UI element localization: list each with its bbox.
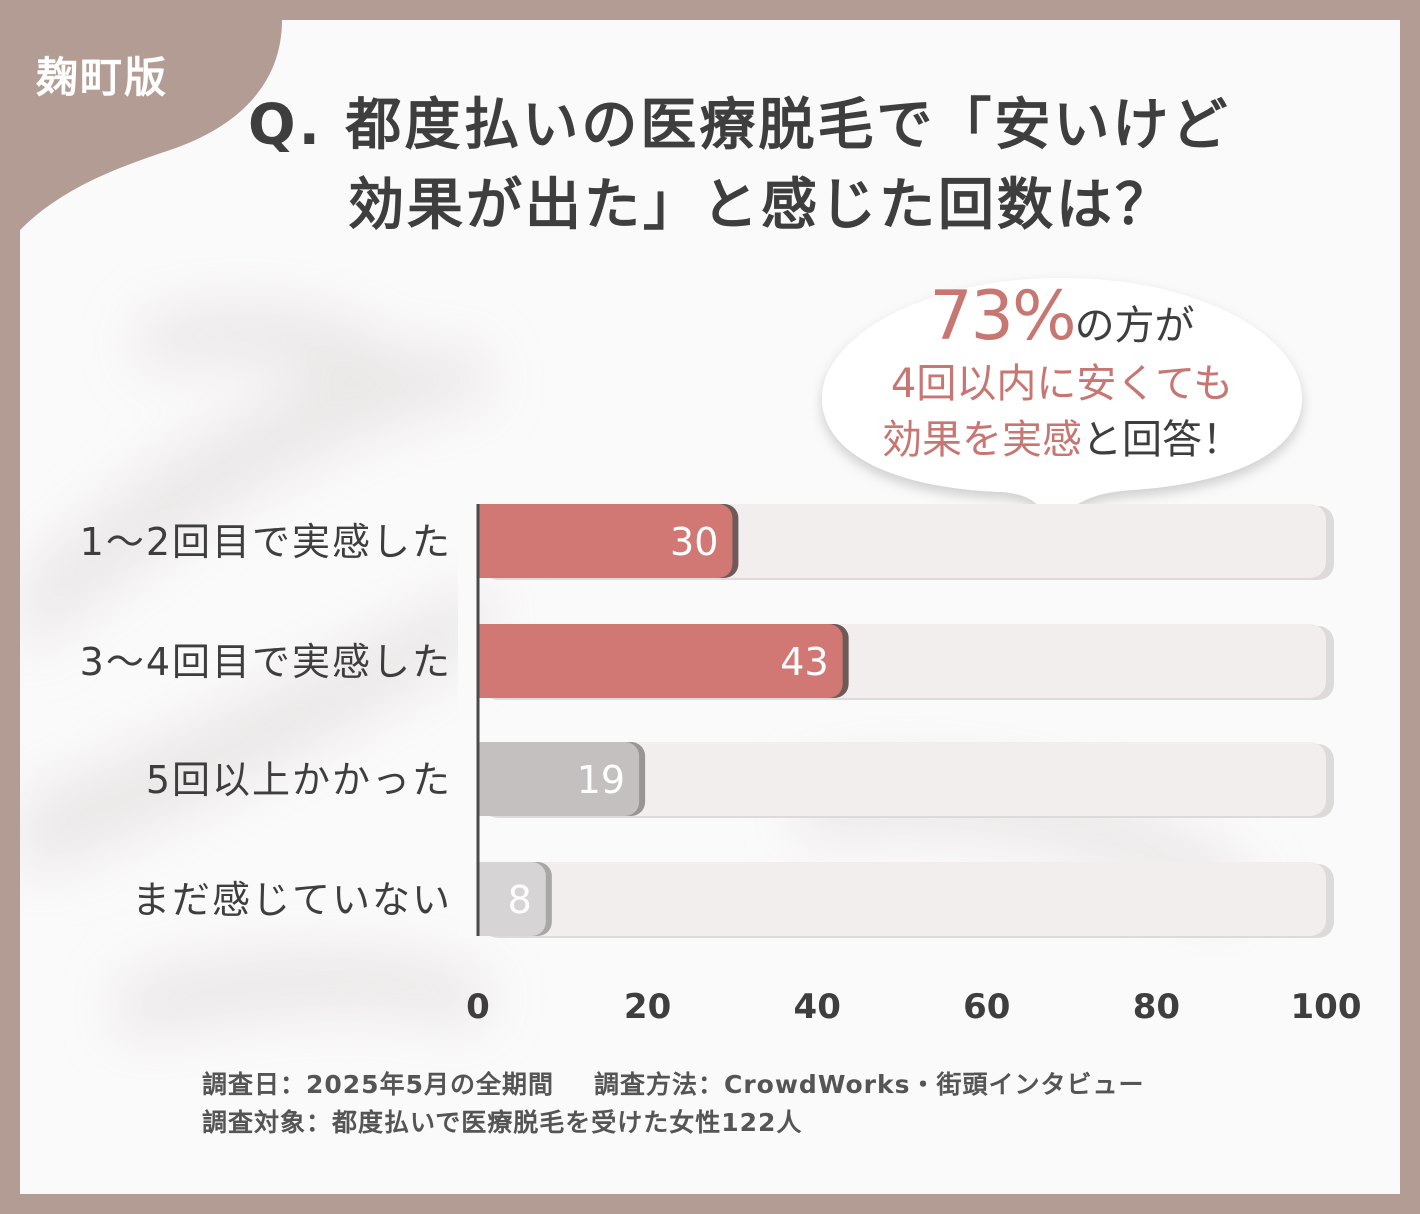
survey-footer: 調査日：2025年5月の全期間 調査方法：CrowdWorks・街頭インタビュー … [202, 1066, 1352, 1142]
x-tick-label: 20 [624, 987, 671, 1027]
bar-track [478, 742, 1326, 816]
callout-line3-rest: と回答！ [1082, 417, 1242, 463]
chart-card: 麹町版 Q. 都度払いの医療脱毛で「安いけど 効果が出た」と感じた回数は？ 73… [20, 20, 1400, 1194]
x-tick-label: 60 [963, 987, 1010, 1027]
bar-track [478, 862, 1326, 936]
footer-line-1: 調査日：2025年5月の全期間 調査方法：CrowdWorks・街頭インタビュー [202, 1066, 1352, 1104]
bar-value-label: 8 [508, 878, 532, 922]
bar [464, 624, 843, 698]
corner-tab [20, 20, 282, 230]
bar [464, 504, 733, 578]
callout-line-1: 73%の方が [822, 278, 1302, 356]
callout-line1-suffix: の方が [1074, 303, 1195, 349]
title-line-2: 効果が出た」と感じた回数は？ [348, 173, 1174, 238]
bar [464, 862, 546, 936]
bar-value-label: 19 [577, 758, 625, 802]
speech-bubble [822, 278, 1302, 530]
category-label: 3〜4回目で実感した [80, 640, 452, 684]
callout-line-2: 4回以内に安くても [890, 361, 1234, 407]
survey-date: 調査日：2025年5月の全期間 [202, 1070, 554, 1099]
bar-value-label: 43 [780, 640, 828, 684]
bar-value-label: 30 [670, 520, 718, 564]
title-line-1: Q. 都度払いの医療脱毛で「安いけど [248, 93, 1231, 158]
category-label: 1〜2回目で実感した [80, 520, 452, 564]
chart-title: Q. 都度払いの医療脱毛で「安いけど 効果が出た」と感じた回数は？ [248, 86, 1378, 246]
survey-method: 調査方法：CrowdWorks・街頭インタビュー [593, 1070, 1145, 1099]
bar [464, 742, 640, 816]
axis-mask [458, 502, 478, 938]
survey-subject: 調査対象：都度払いで医療脱毛を受けた女性122人 [202, 1108, 803, 1137]
x-tick-label: 100 [1291, 987, 1362, 1027]
category-label: 5回以上かかった [146, 758, 452, 802]
x-tick-label: 80 [1133, 987, 1180, 1027]
callout-text: 73%の方が 4回以内に安くても 効果を実感と回答！ [822, 278, 1302, 468]
callout-highlight: 効果を実感 [882, 417, 1082, 463]
category-label: まだ感じていない [132, 878, 452, 922]
chart-svg: 30 1〜2回目で実感した 43 3〜4回目で実感した 19 5回以上かかった 8 まだ感じて… [80, 502, 1362, 1027]
brand-label: 麹町版 [36, 53, 169, 102]
x-tick-label: 40 [794, 987, 841, 1027]
callout-percent: 73% [929, 277, 1076, 356]
bar-chart: 30 1〜2回目で実感した 43 3〜4回目で実感した 19 5回以上かかった 8 まだ感じて… [20, 20, 1400, 1194]
x-tick-label: 0 [466, 987, 490, 1027]
callout-line-3: 効果を実感と回答！ [822, 412, 1302, 468]
